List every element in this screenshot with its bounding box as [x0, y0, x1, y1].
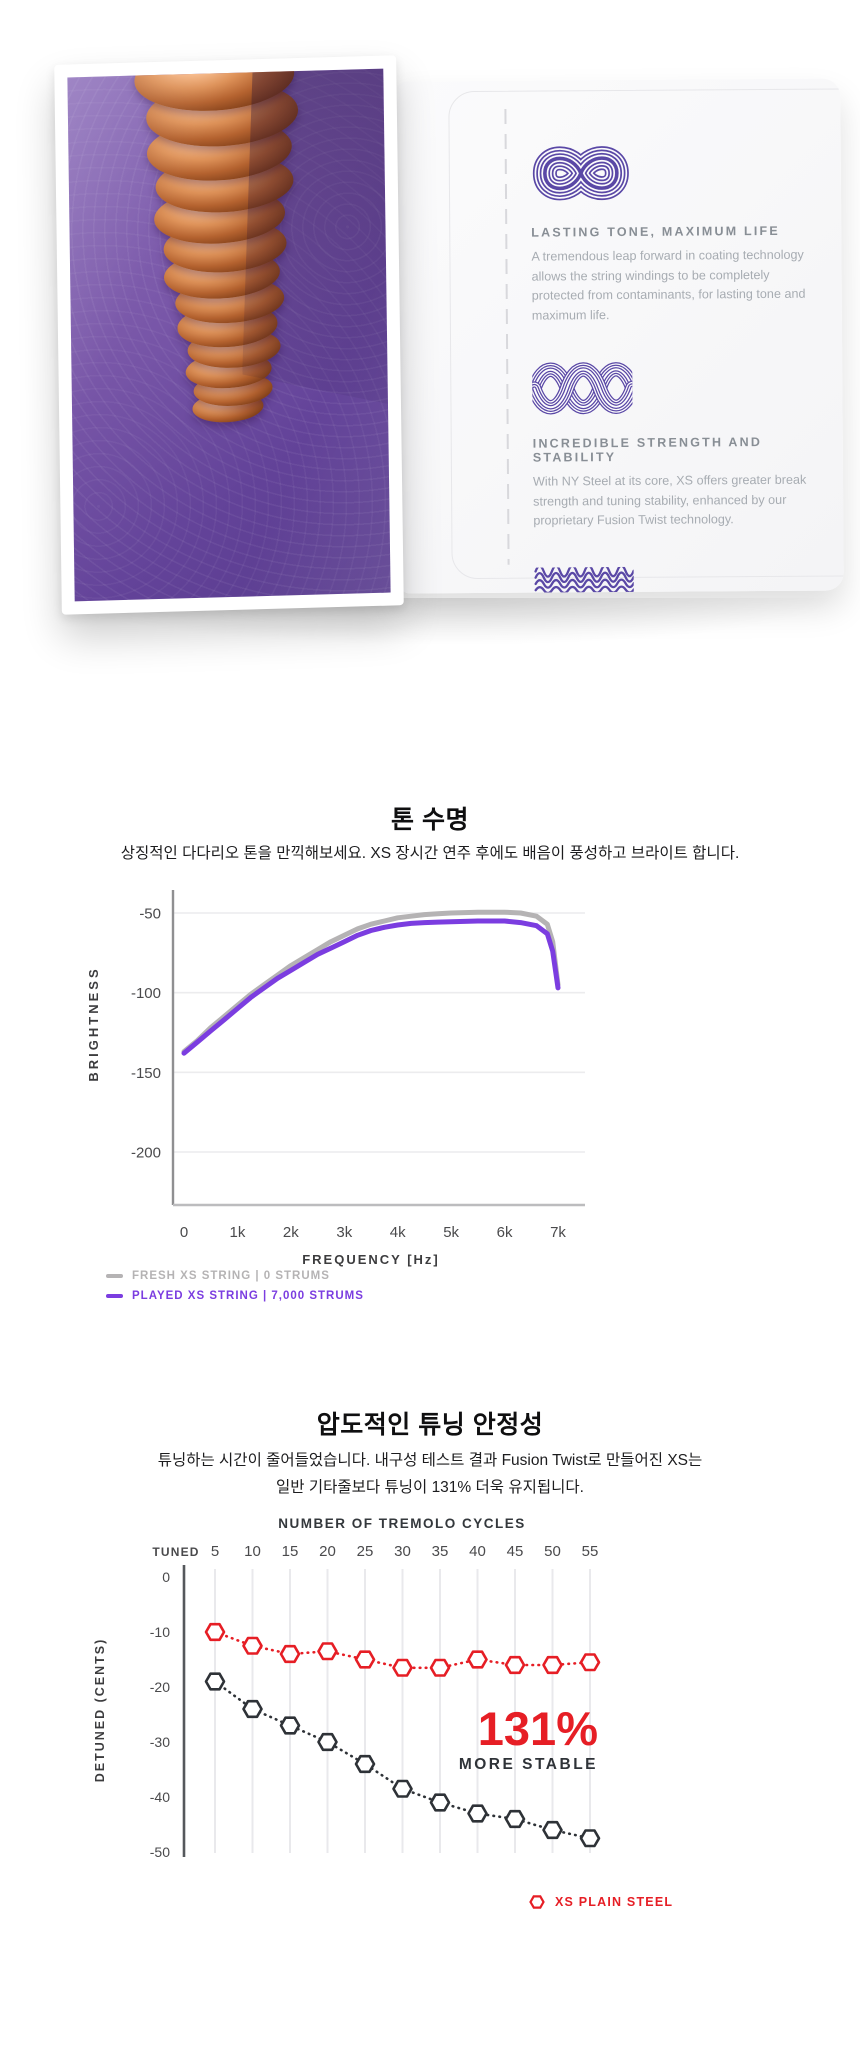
svg-text:0: 0	[180, 1224, 188, 1241]
feature-title: LASTING TONE, MAXIMUM LIFE	[531, 223, 780, 240]
brightness-frequency-chart: -50 -100 -150 -200 0 1k 2k 3k 4k 5k 6k 7k BRIGHTNESS…	[86, 890, 585, 1267]
svg-text:25: 25	[357, 1543, 374, 1560]
svg-text:30: 30	[394, 1543, 411, 1560]
features-card: LASTING TONE, MAXIMUM LIFE A tremendous …	[396, 78, 844, 594]
svg-text:5: 5	[211, 1543, 219, 1560]
svg-text:2k: 2k	[283, 1224, 299, 1241]
svg-text:DETUNED (CENTS): DETUNED (CENTS)	[93, 1638, 107, 1783]
legend-xs-plain-steel-label: XS PLAIN STEEL	[555, 1895, 674, 1909]
tuning-section-title: 압도적인 튜닝 안정성	[316, 1411, 544, 1439]
svg-text:55: 55	[582, 1543, 599, 1560]
svg-text:-200: -200	[131, 1145, 161, 1162]
svg-text:15: 15	[282, 1543, 299, 1560]
gloss-reflection	[67, 68, 391, 602]
svg-text:TUNED: TUNED	[152, 1545, 199, 1559]
svg-text:20: 20	[319, 1543, 336, 1560]
svg-text:131%: 131%	[478, 1702, 598, 1755]
tone-section-title: 톤 수명	[391, 806, 469, 834]
svg-text:FREQUENCY [Hz]: FREQUENCY [Hz]	[302, 1252, 440, 1267]
waves-icon	[534, 564, 635, 594]
svg-text:40: 40	[469, 1543, 486, 1560]
chart1-legend: FRESH XS STRING | 0 STRUMS PLAYED XS STR…	[106, 1270, 364, 1302]
feature-title: INCREDIBLE STRENGTH AND STABILITY	[532, 435, 763, 465]
svg-text:NUMBER OF TREMOLO CYCLES: NUMBER OF TREMOLO CYCLES	[278, 1516, 526, 1531]
feature-item: IMPOSSIBLY THIN, ALWAYS TRUE Thanks to a…	[534, 564, 819, 594]
chart2-legend: XS PLAIN STEEL	[528, 1893, 673, 1911]
svg-text:MORE STABLE: MORE STABLE	[459, 1756, 598, 1773]
svg-text:4k: 4k	[390, 1224, 406, 1241]
tuning-section-description: 튜닝하는 시간이 줄어들었습니다. 내구성 테스트 결과 Fusion Twis…	[0, 1447, 860, 1501]
svg-text:45: 45	[507, 1543, 524, 1560]
legend-fresh: FRESH XS STRING | 0 STRUMS	[106, 1270, 364, 1282]
tuning-desc-line1: 튜닝하는 시간이 줄어들었습니다. 내구성 테스트 결과 Fusion Twis…	[157, 1452, 703, 1469]
tone-section-description: 상징적인 다다리오 톤을 만끽해보세요. XS 장시간 연주 후에도 배음이 풍…	[120, 845, 740, 862]
svg-text:-20: -20	[150, 1679, 170, 1695]
svg-text:6k: 6k	[497, 1224, 513, 1241]
svg-text:-150: -150	[131, 1065, 161, 1082]
tuning-desc-line2: 일반 기타줄보다 튜닝이 131% 더욱 유지됩니다.	[276, 1479, 584, 1496]
string-photo	[67, 68, 391, 602]
legend-dash-gray	[106, 1274, 123, 1278]
svg-text:10: 10	[244, 1543, 261, 1560]
feature-list: LASTING TONE, MAXIMUM LIFE A tremendous …	[527, 141, 819, 594]
svg-text:3k: 3k	[336, 1224, 352, 1241]
feature-item: LASTING TONE, MAXIMUM LIFE A tremendous …	[531, 141, 816, 326]
legend-played-label: PLAYED XS STRING | 7,000 STRUMS	[132, 1290, 364, 1302]
svg-text:-10: -10	[150, 1624, 170, 1640]
svg-text:-30: -30	[150, 1734, 170, 1750]
svg-text:BRIGHTNESS: BRIGHTNESS	[86, 966, 101, 1081]
svg-text:-100: -100	[131, 985, 161, 1002]
infinity-icon	[531, 142, 631, 210]
string-photo-card	[54, 55, 404, 615]
svg-text:-40: -40	[150, 1789, 170, 1805]
svg-text:50: 50	[544, 1543, 561, 1560]
weave-icon	[527, 361, 640, 421]
svg-text:1k: 1k	[230, 1224, 246, 1241]
feature-item: INCREDIBLE STRENGTH AND STABILITY With N…	[527, 360, 817, 532]
svg-text:-50: -50	[150, 1844, 170, 1860]
legend-dash-purple	[106, 1294, 123, 1298]
legend-fresh-label: FRESH XS STRING | 0 STRUMS	[132, 1270, 330, 1282]
feature-body: With NY Steel at its core, XS offers gre…	[532, 472, 807, 528]
feature-body: A tremendous leap forward in coating tec…	[531, 247, 806, 323]
legend-played: PLAYED XS STRING | 7,000 STRUMS	[106, 1290, 364, 1302]
svg-text:5k: 5k	[443, 1224, 459, 1241]
svg-text:35: 35	[432, 1543, 449, 1560]
svg-text:7k: 7k	[550, 1224, 566, 1241]
svg-text:0: 0	[162, 1569, 170, 1585]
svg-text:-50: -50	[139, 906, 161, 923]
hexagon-marker-icon	[529, 1895, 545, 1909]
tuning-stability-chart: NUMBER OF TREMOLO CYCLES TUNED 5 10 15 20 25 30…	[93, 1516, 601, 1860]
